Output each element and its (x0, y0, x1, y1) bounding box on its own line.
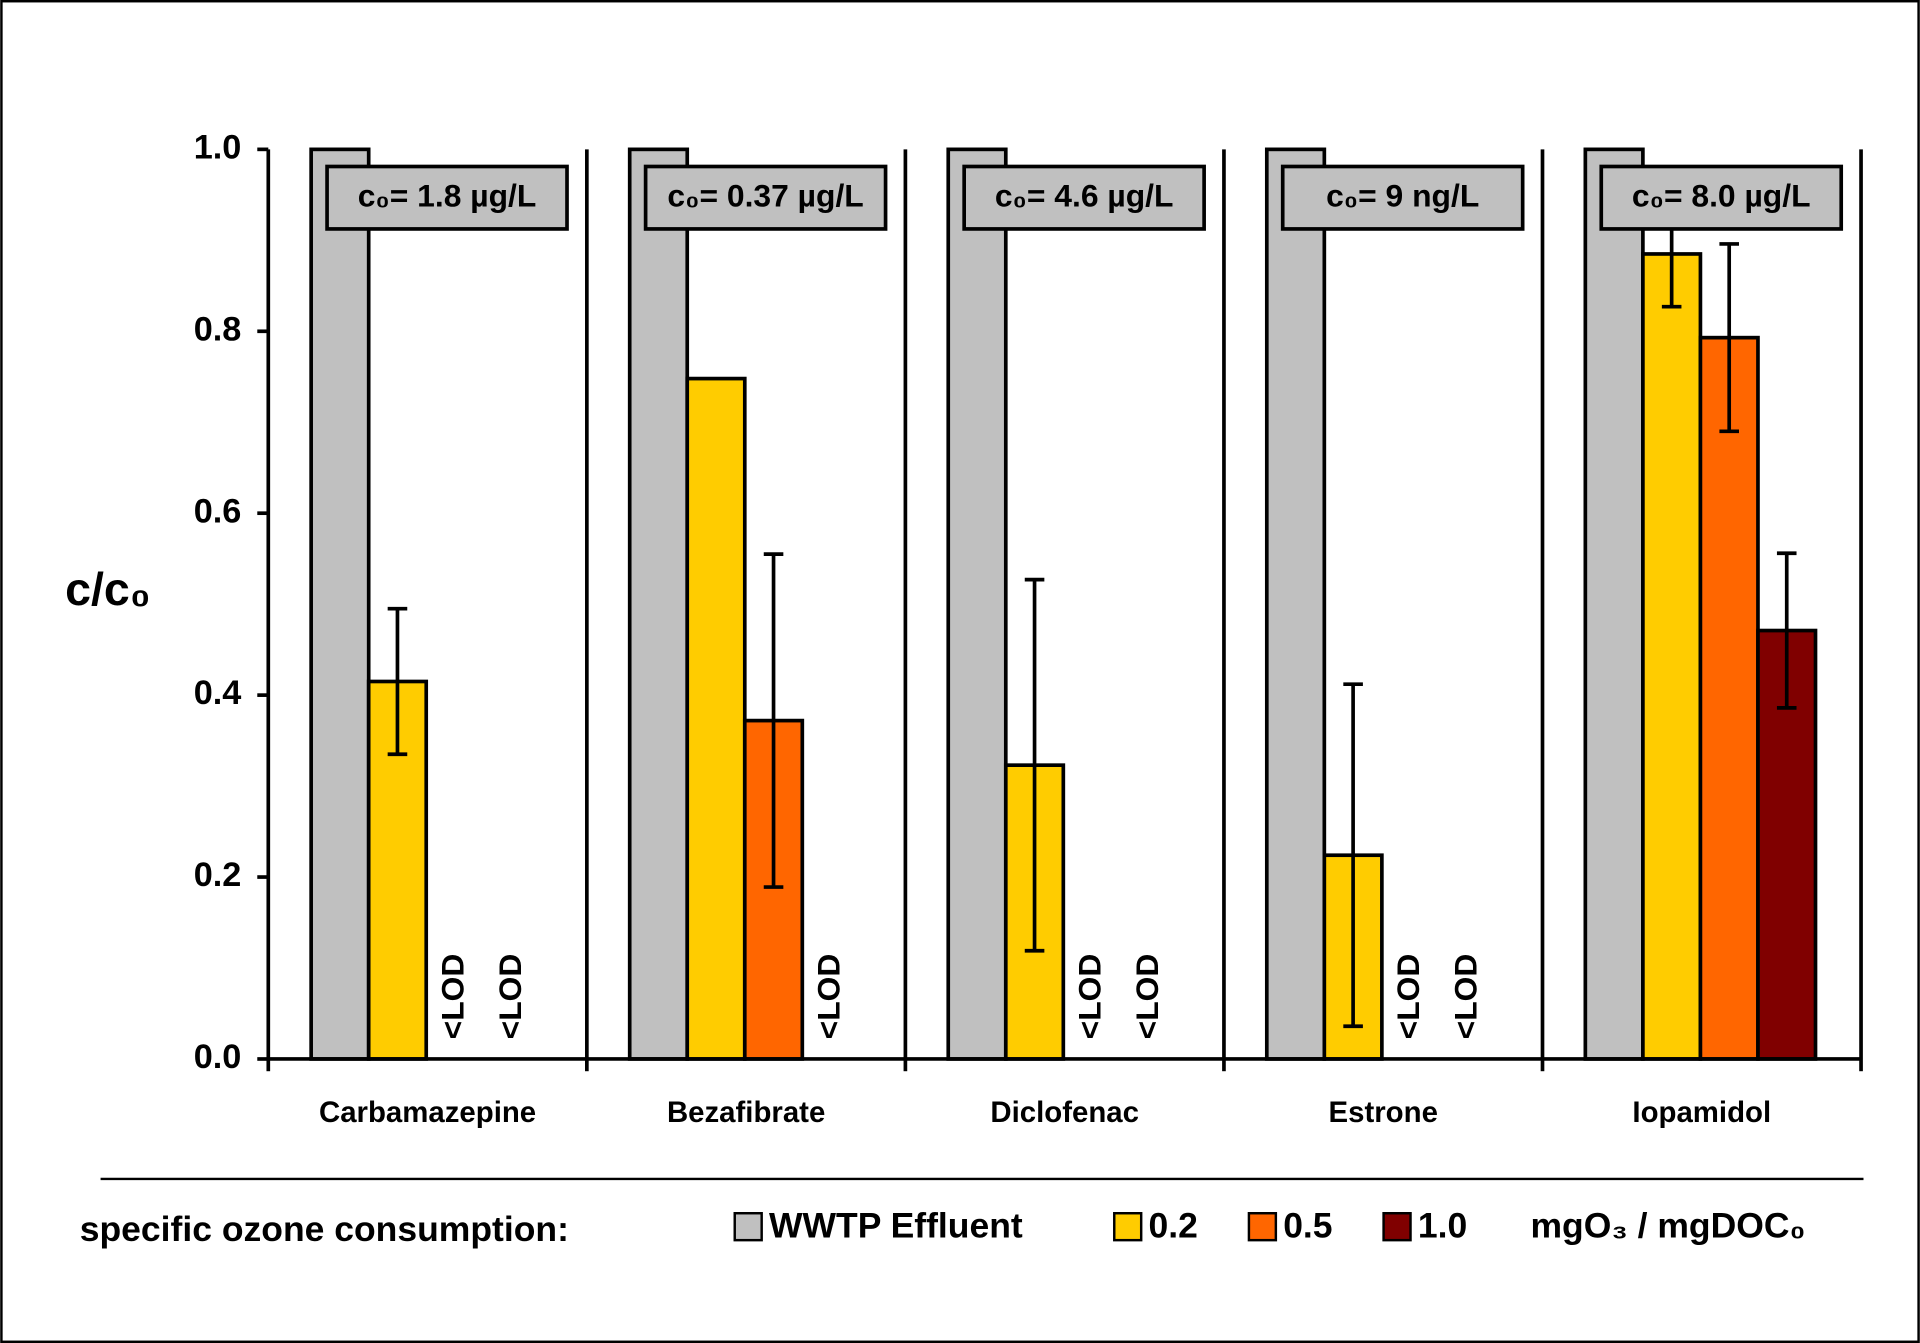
legend-label: WWTP Effluent (769, 1205, 1023, 1245)
annotation: c₀= 8.0 µg/L (1632, 178, 1811, 214)
bar (1583, 147, 1645, 1061)
value-label: <LOD (1448, 954, 1484, 1040)
legend-swatch (1382, 1212, 1412, 1242)
y-tick-label: 0.6 (194, 492, 242, 530)
y-tick-label: 0.2 (194, 856, 242, 894)
bar (1641, 252, 1703, 1061)
annotation: c₀= 4.6 µg/L (995, 178, 1174, 214)
bar (627, 147, 690, 1061)
legend-swatch (1113, 1212, 1143, 1242)
bar (685, 376, 747, 1061)
bar (946, 147, 1008, 1061)
legend-swatch (733, 1212, 763, 1242)
bar (1698, 335, 1760, 1061)
annotation-box (962, 164, 1206, 231)
legend-label: 0.5 (1283, 1205, 1332, 1245)
value-label: <LOD (492, 954, 528, 1040)
annotation: c₀= 1.8 µg/L (358, 178, 537, 214)
y-tick-label: 0.0 (194, 1038, 242, 1076)
legend-label: 1.0 (1418, 1205, 1467, 1245)
annotation-box (1599, 164, 1844, 231)
y-axis-label: c/c₀ (65, 563, 151, 615)
x-tick-label: Diclofenac (990, 1096, 1139, 1129)
value-label: <LOD (810, 954, 846, 1040)
value-label: <LOD (1072, 954, 1108, 1040)
value-label: <LOD (434, 954, 470, 1040)
value-label: <LOD (1129, 954, 1165, 1040)
annotation-box (325, 164, 569, 231)
x-tick-label: Bezafibrate (667, 1096, 825, 1129)
bar (1264, 147, 1327, 1061)
bar (309, 147, 371, 1061)
x-tick-label: Estrone (1329, 1096, 1438, 1129)
x-tick-label: Carbamazepine (319, 1096, 536, 1129)
legend-label: 0.2 (1149, 1205, 1198, 1245)
value-label: <LOD (1390, 954, 1426, 1040)
annotation: c₀= 9 ng/L (1326, 178, 1479, 214)
annotation-box (1280, 164, 1525, 231)
y-tick-label: 0.8 (194, 310, 242, 348)
y-tick-label: 0.4 (194, 674, 242, 712)
legend-title: specific ozone consumption: (80, 1209, 569, 1249)
legend-swatch (1247, 1212, 1278, 1242)
x-tick-label: Iopamidol (1632, 1096, 1771, 1129)
legend-unit: mgO₃ / mgDOC₀ (1530, 1205, 1805, 1245)
annotation-box (643, 164, 888, 231)
annotation: c₀= 0.37 µg/L (667, 178, 863, 214)
y-tick-label: 1.0 (194, 128, 242, 166)
